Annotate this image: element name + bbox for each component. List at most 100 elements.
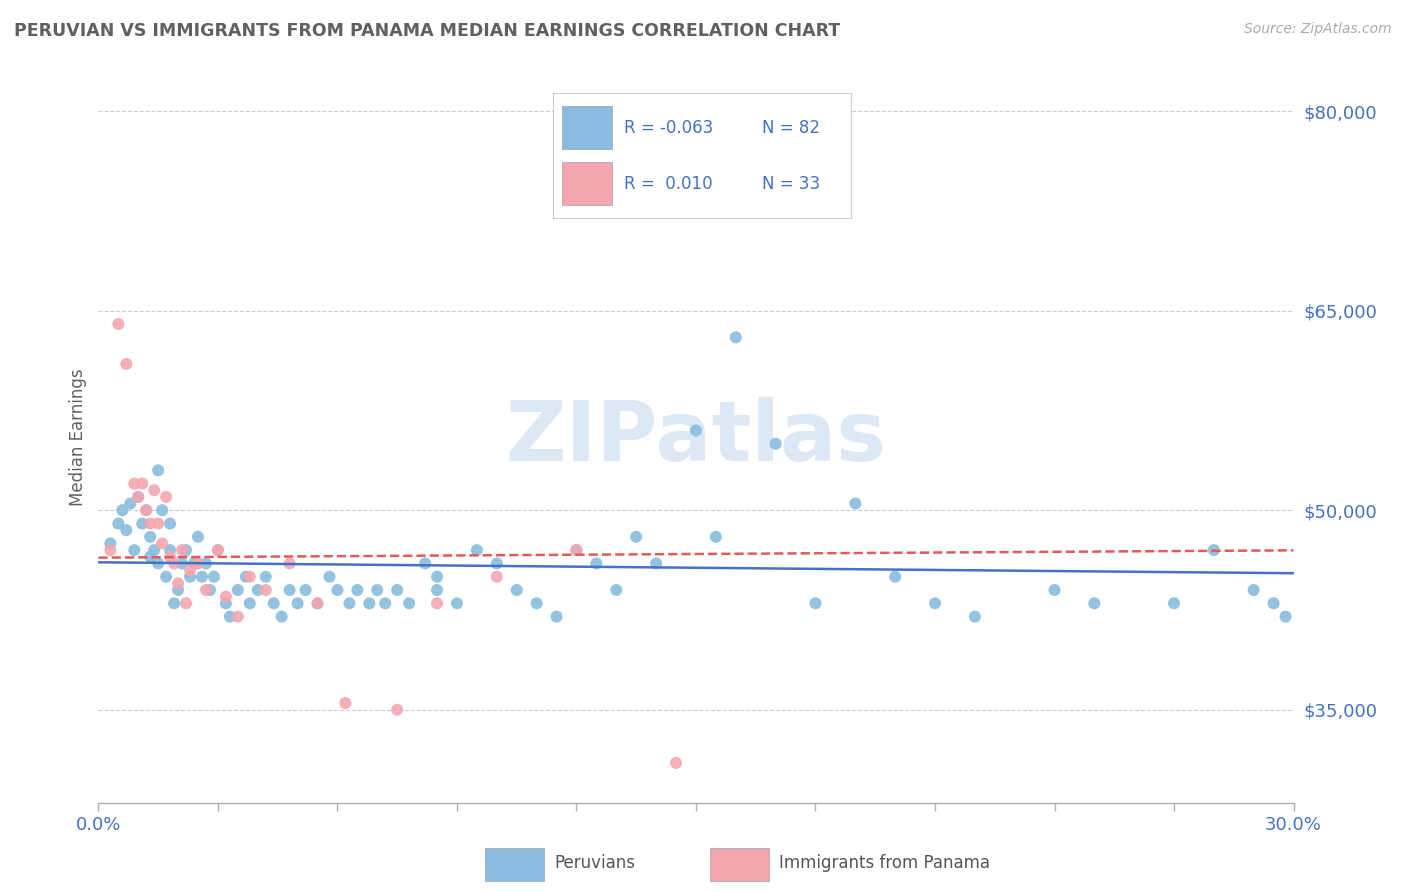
Point <box>844 497 866 511</box>
Point <box>278 557 301 571</box>
Point <box>270 609 292 624</box>
Point <box>426 596 449 610</box>
Point <box>307 596 329 610</box>
Point <box>172 557 194 571</box>
Point <box>195 557 218 571</box>
Point <box>150 536 173 550</box>
Point <box>385 582 409 597</box>
Point <box>685 424 707 438</box>
Point <box>183 557 205 571</box>
Point <box>143 483 166 498</box>
Point <box>124 476 146 491</box>
Point <box>135 503 157 517</box>
Point <box>148 557 170 571</box>
Point <box>307 596 329 610</box>
Point <box>626 530 648 544</box>
Point <box>111 503 134 517</box>
Point <box>346 582 368 597</box>
Point <box>98 543 122 558</box>
Point <box>485 570 508 584</box>
Point <box>215 596 238 610</box>
FancyBboxPatch shape <box>710 847 769 880</box>
Point <box>413 557 436 571</box>
Point <box>107 317 129 331</box>
Point <box>202 570 225 584</box>
Point <box>179 570 201 584</box>
Point <box>526 596 548 610</box>
Point <box>139 530 162 544</box>
Text: ZIPatlas: ZIPatlas <box>506 397 886 477</box>
Point <box>446 596 468 610</box>
Point <box>139 549 162 564</box>
Point <box>565 543 588 558</box>
Point <box>335 696 357 710</box>
Point <box>465 543 488 558</box>
Text: Peruvians: Peruvians <box>555 854 636 872</box>
Point <box>167 582 190 597</box>
Point <box>585 557 607 571</box>
Point <box>187 557 209 571</box>
Point <box>426 582 449 597</box>
Point <box>235 570 257 584</box>
Point <box>1263 596 1285 610</box>
Point <box>167 576 190 591</box>
Point <box>318 570 340 584</box>
Point <box>115 523 138 537</box>
Point <box>148 516 170 531</box>
Point <box>148 463 170 477</box>
Point <box>546 609 568 624</box>
Point <box>963 609 986 624</box>
Point <box>339 596 361 610</box>
Point <box>163 596 186 610</box>
Point <box>172 543 194 558</box>
Point <box>704 530 727 544</box>
Point <box>159 543 181 558</box>
Point <box>254 570 277 584</box>
Point <box>326 582 349 597</box>
Point <box>187 530 209 544</box>
Point <box>107 516 129 531</box>
Point <box>159 549 181 564</box>
Point <box>804 596 827 610</box>
Point <box>287 596 309 610</box>
Point <box>278 582 301 597</box>
Point <box>115 357 138 371</box>
Point <box>239 570 262 584</box>
Point <box>1202 543 1225 558</box>
Point <box>155 570 177 584</box>
Point <box>485 557 508 571</box>
Point <box>239 596 262 610</box>
Point <box>605 582 627 597</box>
Point <box>385 703 409 717</box>
Point <box>127 490 149 504</box>
Point <box>143 543 166 558</box>
Point <box>1083 596 1105 610</box>
Point <box>191 570 214 584</box>
Text: Immigrants from Panama: Immigrants from Panama <box>779 854 990 872</box>
Point <box>924 596 946 610</box>
Point <box>1274 609 1296 624</box>
Point <box>226 609 249 624</box>
Point <box>645 557 668 571</box>
Y-axis label: Median Earnings: Median Earnings <box>69 368 87 506</box>
Point <box>398 596 420 610</box>
Point <box>174 596 197 610</box>
Point <box>215 590 238 604</box>
Point <box>198 582 221 597</box>
Point <box>565 543 588 558</box>
Point <box>139 516 162 531</box>
Point <box>426 570 449 584</box>
Point <box>1043 582 1066 597</box>
Point <box>294 582 316 597</box>
Point <box>254 582 277 597</box>
Point <box>506 582 529 597</box>
Point <box>1243 582 1265 597</box>
Point <box>195 582 218 597</box>
Point <box>98 536 122 550</box>
Point <box>174 543 197 558</box>
Point <box>127 490 149 504</box>
Point <box>884 570 907 584</box>
Point <box>226 582 249 597</box>
Point <box>1163 596 1185 610</box>
Point <box>124 543 146 558</box>
